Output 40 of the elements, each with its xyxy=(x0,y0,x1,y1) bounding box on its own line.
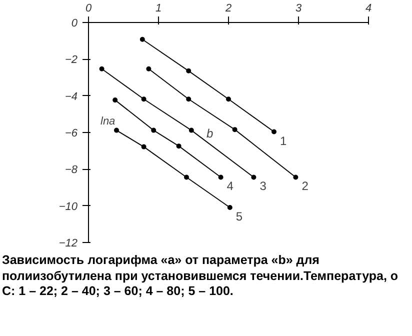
point xyxy=(112,98,118,103)
x-tick-label: 3 xyxy=(295,2,302,14)
point xyxy=(251,174,256,180)
series-label: 2 xyxy=(302,179,309,194)
series-label: 4 xyxy=(226,179,234,194)
x-tick-label: 2 xyxy=(224,2,232,14)
y-tick-label: −6 xyxy=(64,128,78,140)
point xyxy=(151,128,156,133)
x-axis-title: b xyxy=(206,126,214,140)
x-tick-label: 4 xyxy=(365,2,372,14)
point xyxy=(114,128,119,133)
point xyxy=(176,144,182,149)
series-label: 3 xyxy=(260,179,267,194)
point xyxy=(146,66,152,72)
y-tick-label: −2 xyxy=(64,54,78,66)
point xyxy=(99,66,104,72)
point xyxy=(186,96,192,102)
point xyxy=(226,96,231,102)
y-axis-title: lna xyxy=(100,116,116,128)
point xyxy=(141,144,146,150)
point xyxy=(186,68,192,74)
y-tick-label: −10 xyxy=(58,200,78,213)
text: Зависимость логарифма «a» от параметра «b» для полиизобутилена при установившемся течении.Температура, o C: 1 – 22; 2 – 40; 3 – 60; 4 – 80; 5 – 100. xyxy=(2,253,400,300)
y-tick-label: −12 xyxy=(58,238,78,250)
point xyxy=(227,204,232,210)
point xyxy=(141,96,146,102)
y-tick-label: −8 xyxy=(64,164,78,176)
point xyxy=(272,129,276,134)
point xyxy=(218,174,224,180)
point xyxy=(188,128,194,133)
y-tick-label: 0 xyxy=(71,18,78,30)
x-tick-label: 1 xyxy=(155,2,162,14)
point xyxy=(184,174,189,180)
series-label: 1 xyxy=(280,134,287,148)
point xyxy=(140,36,145,42)
x-tick-label: 0 xyxy=(85,2,92,14)
point xyxy=(232,127,238,132)
point xyxy=(293,174,298,180)
y-tick-label: −4 xyxy=(64,90,78,103)
series-label: 5 xyxy=(236,209,243,224)
